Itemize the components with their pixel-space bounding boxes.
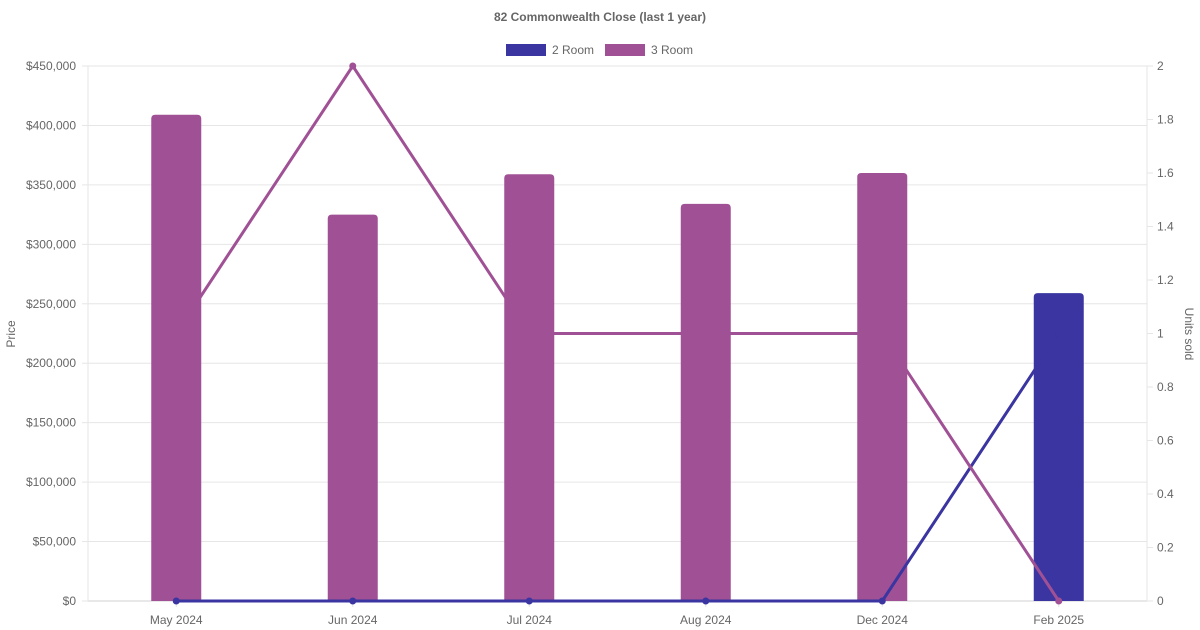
right-tick-label: 0.2 [1157, 541, 1174, 555]
right-tick-label: 0.8 [1157, 380, 1174, 394]
line-point-3-room[interactable] [702, 330, 710, 337]
right-tick-label: 1.2 [1157, 273, 1174, 287]
right-tick-label: 1.6 [1157, 166, 1174, 180]
line-point-3-room[interactable] [525, 330, 533, 337]
right-tick-label: 1 [1157, 327, 1164, 341]
left-tick-label: $400,000 [26, 118, 76, 132]
legend-label[interactable]: 2 Room [552, 43, 594, 57]
bar-layer [151, 114, 1084, 601]
line-2-room[interactable] [176, 332, 1061, 603]
line-point-3-room[interactable] [1055, 597, 1063, 605]
x-tick-label: Jul 2024 [507, 613, 553, 627]
bar-2-room[interactable] [1033, 293, 1084, 601]
x-axis-ticks: May 2024 Jun 2024 Jul 2024 Aug 2024 Dec 2024… [150, 613, 1085, 627]
bar-3-room[interactable] [680, 203, 731, 601]
line-point-2-room[interactable] [172, 597, 180, 605]
line-3-room[interactable] [174, 64, 1061, 602]
right-tick-label: 1.8 [1157, 113, 1174, 127]
x-tick-label: Aug 2024 [680, 613, 732, 627]
legend-swatch[interactable] [605, 44, 645, 56]
left-tick-label: $100,000 [26, 475, 76, 489]
line-point-2-room[interactable] [702, 597, 710, 605]
right-axis-title: Units sold [1182, 308, 1196, 361]
left-tick-label: $0 [63, 594, 77, 608]
bar-3-room[interactable] [857, 173, 908, 601]
x-tick-label: Dec 2024 [857, 613, 909, 627]
left-tick-label: $450,000 [26, 59, 76, 73]
right-tick-label: 2 [1157, 59, 1164, 73]
line-layer [172, 62, 1063, 605]
line-point-3-room[interactable] [878, 330, 886, 337]
bar-3-room[interactable] [327, 214, 378, 601]
line-point-2-room[interactable] [878, 597, 886, 605]
left-tick-label: $50,000 [33, 535, 77, 549]
left-tick-label: $350,000 [26, 178, 76, 192]
legend-label[interactable]: 3 Room [651, 43, 693, 57]
x-tick-label: Jun 2024 [328, 613, 378, 627]
left-tick-label: $250,000 [26, 297, 76, 311]
left-tick-label: $200,000 [26, 356, 76, 370]
x-tick-label: May 2024 [150, 613, 203, 627]
line-point-3-room[interactable] [349, 62, 357, 70]
left-axis-title: Price [4, 320, 18, 348]
grid-lines [82, 65, 1153, 607]
left-tick-label: $300,000 [26, 237, 76, 251]
legend-swatch[interactable] [506, 44, 546, 56]
right-tick-label: 0.6 [1157, 434, 1174, 448]
left-tick-label: $150,000 [26, 416, 76, 430]
bar-3-room[interactable] [504, 174, 555, 601]
x-tick-label: Feb 2025 [1033, 613, 1084, 627]
line-point-3-room[interactable] [172, 330, 180, 337]
chart-title: 82 Commonwealth Close (last 1 year) [494, 10, 706, 24]
legend: 2 Room 3 Room [506, 43, 693, 57]
line-point-2-room[interactable] [525, 597, 533, 605]
right-axis-ticks: 0 0.2 0.4 0.6 0.8 1 1.2 1.4 1.6 1.8 2 [1157, 59, 1174, 608]
left-axis-ticks: $0 $50,000 $100,000 $150,000 $200,000 $250,00… [26, 59, 76, 608]
right-tick-label: 0.4 [1157, 487, 1174, 501]
line-point-2-room[interactable] [349, 597, 357, 605]
right-tick-label: 1.4 [1157, 220, 1174, 234]
bar-3-room[interactable] [151, 114, 202, 601]
line-point-2-room[interactable] [1055, 330, 1063, 337]
right-tick-label: 0 [1157, 594, 1164, 608]
